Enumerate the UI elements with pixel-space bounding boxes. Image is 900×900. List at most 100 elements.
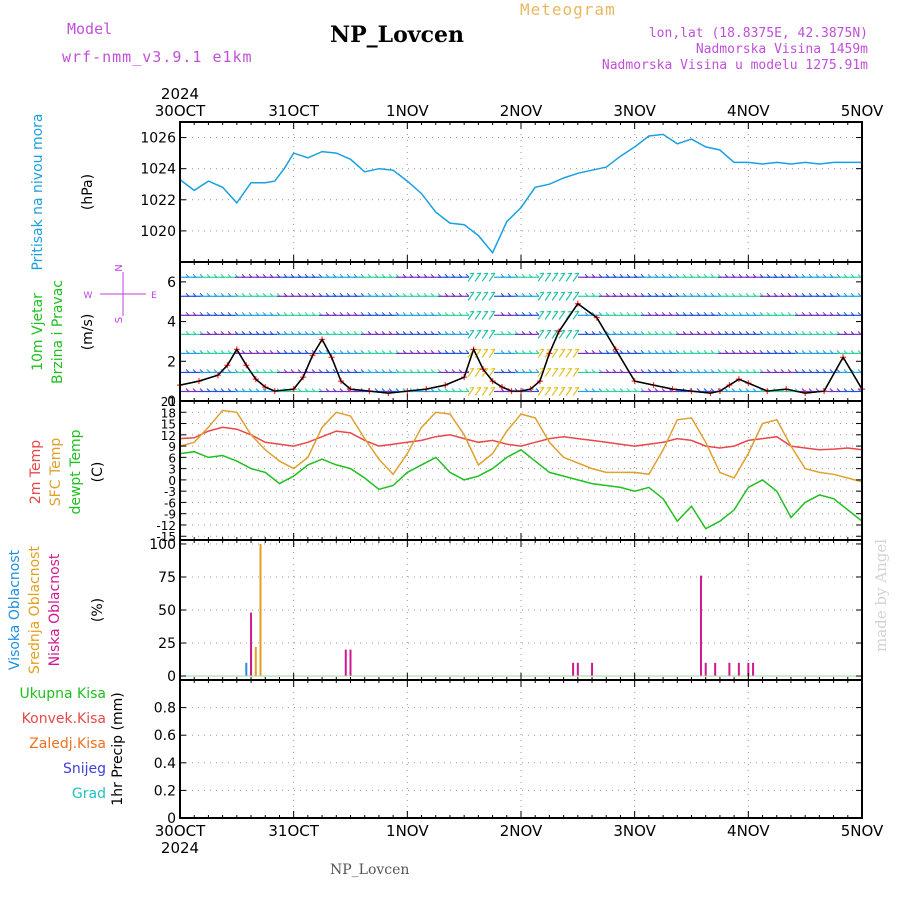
wind-barb-shaft — [544, 367, 552, 377]
wind-barb — [558, 348, 566, 358]
y-tick-label: 1024 — [140, 162, 176, 178]
wind-barb-shaft — [565, 329, 573, 339]
time-label-bottom: 3NOV — [613, 822, 656, 840]
wind-barb — [537, 310, 545, 320]
wind-barb-flag — [465, 388, 470, 392]
precip-legend-item: Konvek.Kisa — [22, 711, 106, 727]
wind-barb-flag — [483, 329, 488, 332]
series-line-dewpt — [179, 448, 863, 530]
wind-barb-flag — [465, 292, 470, 297]
wind-barb — [851, 350, 862, 354]
wind-barb-shaft — [467, 272, 475, 282]
wind-barb-shaft — [572, 272, 580, 282]
y-tick-label: 75 — [158, 570, 176, 586]
wind-barb — [481, 291, 489, 301]
time-label-bottom: 1NOV — [386, 822, 429, 840]
time-label-top: 1NOV — [386, 102, 429, 120]
wind-barb — [544, 272, 552, 282]
page-title: NP_Lovcen — [330, 22, 464, 48]
wind-barb-flag — [539, 367, 544, 370]
wind-barb-shaft — [474, 310, 482, 320]
wind-barb-flag — [476, 348, 481, 351]
wind-barb — [459, 350, 470, 354]
time-label-bottom: 31OCT — [268, 822, 319, 840]
y-tick-label: 0.2 — [154, 783, 176, 799]
wind-barb-shaft — [488, 291, 496, 301]
wind-barb-shaft — [481, 348, 489, 358]
wind-barb-flag — [567, 272, 572, 275]
wind-barb — [529, 331, 540, 335]
y-tick-label: 12 — [161, 429, 176, 443]
wind-barb — [467, 291, 475, 301]
precip-legend-item: Zaledj.Kisa — [29, 736, 106, 752]
wind-barb-shaft — [488, 272, 496, 282]
panel-frame-temperature — [179, 400, 863, 541]
wind-barb-shaft — [488, 367, 496, 377]
footer-station: NP_Lovcen — [330, 862, 410, 878]
wind-barb-shaft — [572, 348, 580, 358]
wind-barb-flag — [539, 310, 544, 313]
wind-barb-shaft — [467, 329, 475, 339]
wind-barb — [551, 367, 559, 377]
wind-barb-flag — [476, 310, 481, 313]
wind-barb-shaft — [558, 367, 566, 377]
wind-barb-flag — [469, 367, 474, 370]
y-tick-label: 3 — [168, 463, 176, 477]
wind-barb-flag — [535, 331, 540, 335]
wind-barb-shaft — [537, 348, 545, 358]
wind-barb-shaft — [558, 329, 566, 339]
wind-barb — [459, 388, 470, 393]
wind-barb — [572, 291, 580, 301]
wind-barb-flag — [546, 329, 551, 332]
wind-barb — [474, 386, 482, 396]
wind-barb — [488, 291, 496, 301]
wind-barb — [572, 329, 580, 339]
wind-barb-shaft — [565, 348, 573, 358]
wind-barb-flag — [469, 386, 474, 389]
wind-barb — [551, 291, 559, 301]
wind-barb-shaft — [467, 367, 475, 377]
wind-barb-flag — [560, 329, 565, 332]
series-line-sfc_temp — [179, 409, 863, 483]
wind-barb — [572, 272, 580, 282]
wind-barb-flag — [553, 367, 558, 370]
series-line-wind-speed-top — [179, 302, 863, 394]
wind-barb — [558, 291, 566, 301]
y-tick-label: -12 — [156, 519, 176, 533]
wind-barb-shaft — [558, 310, 566, 320]
wind-barb — [544, 310, 552, 320]
wind-barb-flag — [567, 291, 572, 294]
y-tick-label: 6 — [168, 451, 176, 465]
wind-barb-shaft — [481, 310, 489, 320]
wind-barb — [488, 310, 496, 320]
y-tick-label: 0.4 — [154, 756, 176, 772]
wind-barb-flag — [567, 329, 572, 332]
compass-n: N — [114, 264, 125, 271]
wind-barb-shaft — [558, 272, 566, 282]
wind-barb-flag — [483, 348, 488, 351]
wind-barb — [851, 292, 862, 297]
y-tick-label: 0 — [167, 811, 176, 827]
wind-barb-flag — [546, 348, 551, 351]
y-tick-label: 9 — [168, 440, 176, 454]
wind-barb — [565, 348, 573, 358]
wind-barb-shaft — [572, 367, 580, 377]
wind-barb — [481, 367, 489, 377]
wind-barb — [572, 367, 580, 377]
wind-barb — [459, 311, 470, 316]
wind-barb-shaft — [565, 291, 573, 301]
wind-barb — [467, 272, 475, 282]
wind-barb-flag — [483, 310, 488, 313]
time-label-top: 3NOV — [613, 102, 656, 120]
wind-barb — [474, 367, 482, 377]
wind-barb-shaft — [481, 272, 489, 282]
y-tick-label: 4 — [167, 315, 176, 331]
wind-barb-shaft — [481, 329, 489, 339]
wind-barb-flag — [535, 273, 540, 278]
y-tick-label: -3 — [164, 485, 176, 499]
wind-barb — [537, 348, 545, 358]
wind-barb-flag — [553, 310, 558, 313]
wind-barb-shaft — [551, 291, 559, 301]
wind-barb — [537, 329, 545, 339]
